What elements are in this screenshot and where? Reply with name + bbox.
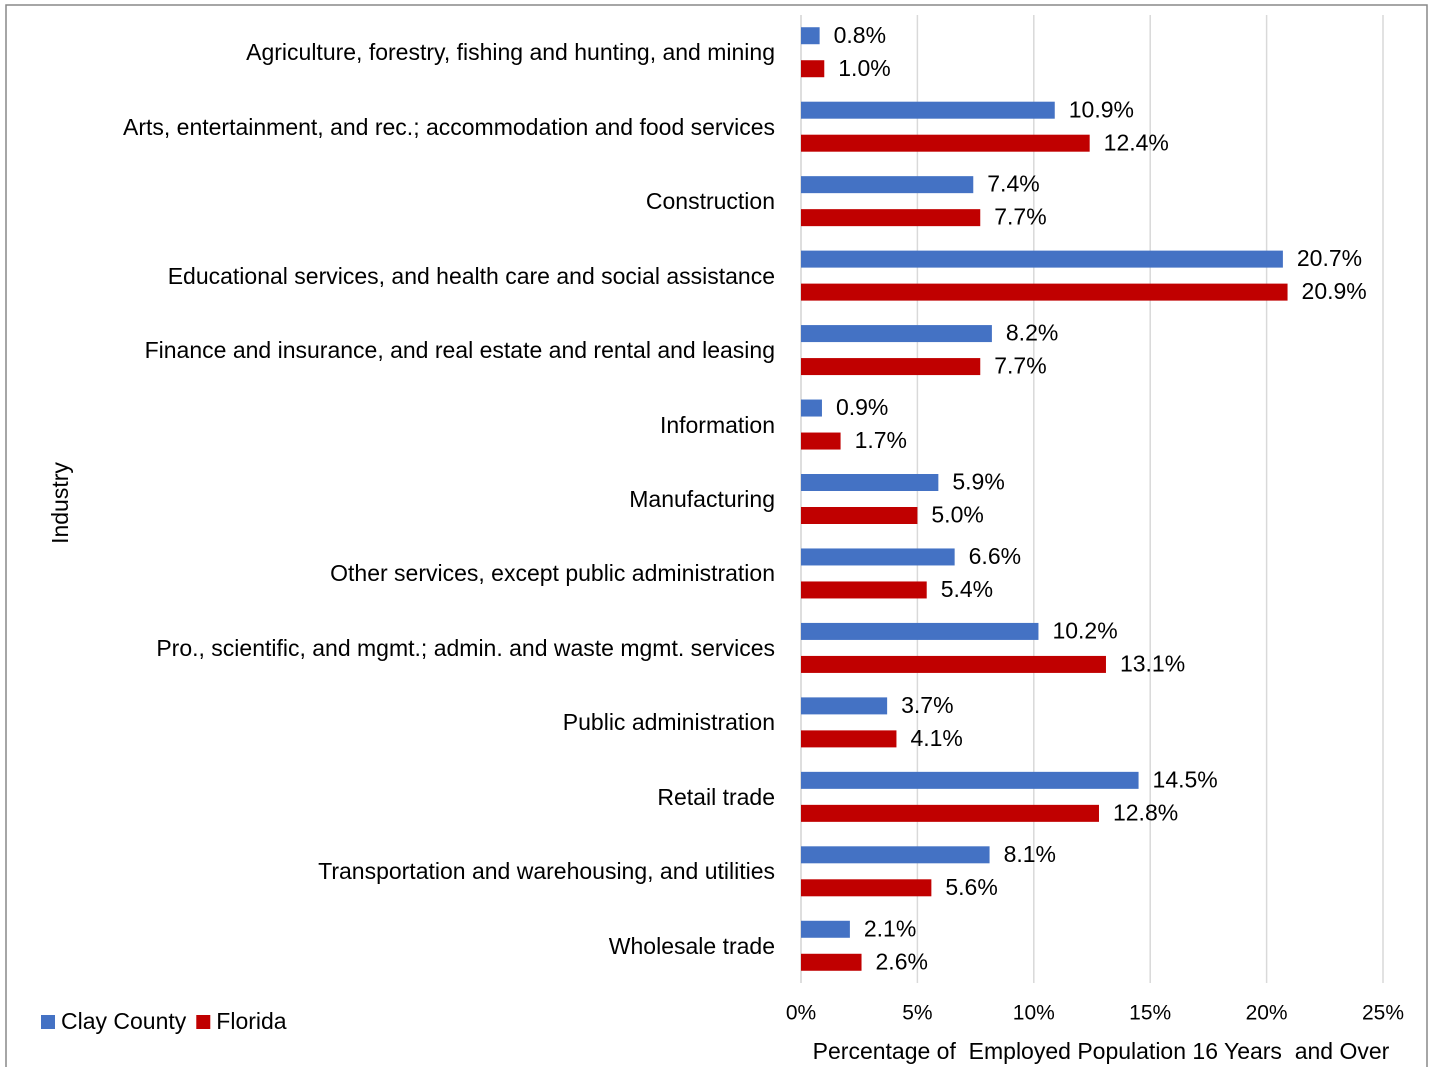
x-tick-label: 5% bbox=[902, 1002, 932, 1025]
category-label: Public administration bbox=[562, 709, 775, 736]
value-label: 3.7% bbox=[901, 692, 953, 718]
bar bbox=[801, 581, 927, 599]
bar bbox=[801, 920, 850, 938]
bar bbox=[801, 101, 1055, 119]
bar bbox=[801, 60, 825, 78]
legend-label: Florida bbox=[216, 1008, 287, 1034]
x-tick-label: 20% bbox=[1246, 1002, 1288, 1025]
value-label: 10.9% bbox=[1069, 96, 1134, 122]
category-label: Agriculture, forestry, fishing and hunti… bbox=[246, 39, 775, 66]
x-tick-label: 25% bbox=[1362, 1002, 1404, 1025]
bar bbox=[801, 879, 932, 897]
category-label: Educational services, and health care an… bbox=[167, 262, 775, 289]
x-tick-label: 10% bbox=[1013, 1002, 1055, 1025]
category-label: Wholesale trade bbox=[608, 932, 775, 959]
bar bbox=[801, 804, 1099, 822]
x-axis-title: Percentage of Employed Population 16 Yea… bbox=[813, 1038, 1390, 1064]
value-label: 2.1% bbox=[864, 915, 916, 941]
x-tick-label: 0% bbox=[786, 1002, 816, 1025]
value-label: 7.7% bbox=[994, 204, 1046, 230]
category-label: Finance and insurance, and real estate a… bbox=[144, 337, 775, 364]
chart-border bbox=[5, 4, 1428, 1067]
y-axis-title: Industry bbox=[47, 462, 73, 544]
bar bbox=[801, 507, 918, 524]
bar bbox=[801, 283, 1288, 301]
category-label: Transportation and warehousing, and util… bbox=[318, 858, 775, 885]
value-label: 1.0% bbox=[838, 55, 890, 81]
bar bbox=[801, 176, 974, 194]
value-label: 8.2% bbox=[1006, 320, 1058, 346]
value-label: 10.2% bbox=[1052, 618, 1117, 644]
value-label: 8.1% bbox=[1004, 841, 1056, 867]
value-label: 20.7% bbox=[1297, 245, 1362, 271]
value-label: 7.7% bbox=[994, 353, 1046, 379]
bar bbox=[801, 548, 955, 566]
bar bbox=[801, 953, 862, 971]
bar bbox=[801, 846, 990, 864]
category-label: Construction bbox=[645, 188, 775, 215]
value-label: 5.0% bbox=[931, 502, 983, 528]
category-label: Other services, except public administra… bbox=[330, 560, 775, 587]
category-label: Manufacturing bbox=[629, 486, 775, 512]
legend-swatch bbox=[41, 1015, 55, 1029]
bar bbox=[801, 474, 939, 491]
category-label: Retail trade bbox=[657, 783, 775, 810]
bar bbox=[801, 655, 1106, 673]
bar bbox=[801, 27, 820, 45]
bar bbox=[801, 325, 992, 343]
category-label: Information bbox=[659, 411, 775, 438]
value-label: 0.9% bbox=[836, 394, 888, 420]
bar bbox=[801, 432, 841, 450]
bar bbox=[801, 134, 1090, 152]
value-label: 7.4% bbox=[987, 171, 1039, 197]
bar bbox=[801, 209, 981, 227]
category-label: Pro., scientific, and mgmt.; admin. and … bbox=[156, 634, 775, 661]
bar bbox=[801, 622, 1039, 640]
value-label: 4.1% bbox=[910, 725, 962, 751]
legend-label: Clay County bbox=[61, 1008, 187, 1034]
bar bbox=[801, 399, 822, 417]
value-label: 0.8% bbox=[834, 22, 886, 48]
value-label: 5.4% bbox=[941, 576, 993, 602]
value-label: 2.6% bbox=[876, 948, 928, 974]
bar bbox=[801, 771, 1139, 789]
bar bbox=[801, 730, 897, 748]
value-label: 20.9% bbox=[1302, 278, 1367, 304]
category-label: Arts, entertainment, and rec.; accommoda… bbox=[123, 113, 775, 140]
legend-swatch bbox=[196, 1015, 211, 1029]
bar bbox=[801, 358, 981, 376]
value-label: 12.4% bbox=[1104, 129, 1169, 155]
bar bbox=[801, 697, 888, 715]
value-label: 14.5% bbox=[1153, 766, 1218, 792]
bar bbox=[801, 250, 1283, 268]
value-label: 12.8% bbox=[1113, 799, 1178, 825]
value-label: 1.7% bbox=[855, 427, 907, 453]
value-label: 13.1% bbox=[1120, 651, 1185, 677]
x-tick-label: 15% bbox=[1129, 1002, 1171, 1025]
value-label: 5.6% bbox=[945, 874, 997, 900]
value-label: 6.6% bbox=[969, 543, 1021, 569]
value-label: 5.9% bbox=[952, 469, 1004, 495]
